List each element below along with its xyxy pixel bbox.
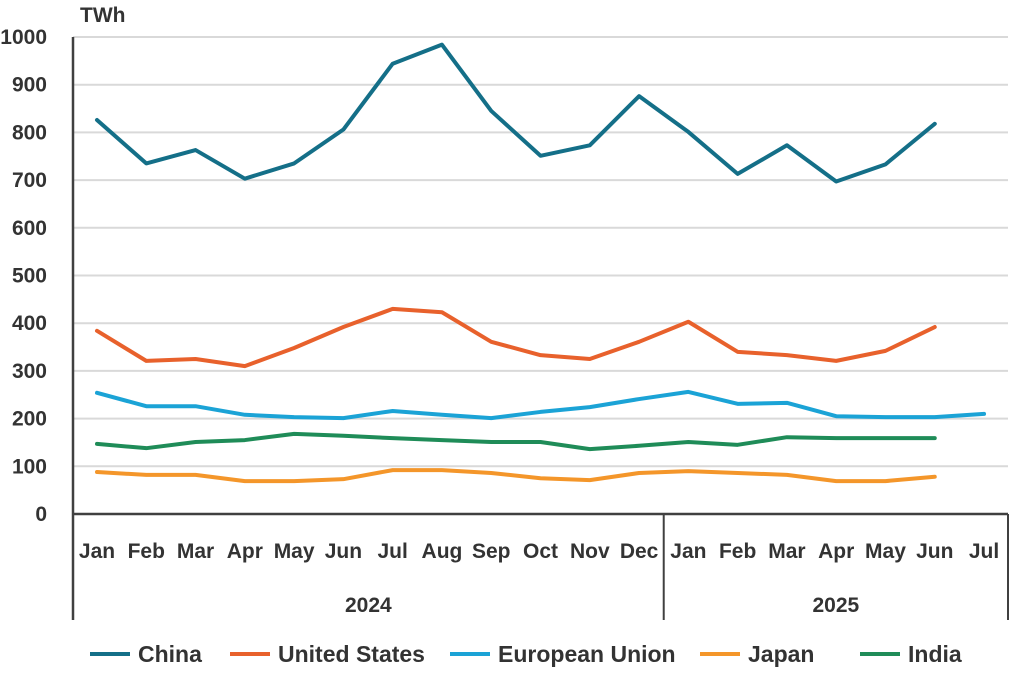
series-line-japan (97, 470, 935, 481)
x-tick-label: Apr (227, 540, 263, 563)
x-tick-label: Oct (523, 540, 558, 563)
legend-item: India (860, 641, 962, 667)
x-tick-label: Feb (719, 540, 756, 563)
legend-label: European Union (498, 641, 676, 667)
x-tick-label: Jun (325, 540, 362, 563)
x-tick-label: May (274, 540, 315, 563)
y-tick-label: 900 (12, 74, 47, 97)
y-tick-label: 700 (12, 169, 47, 192)
y-tick-label: 400 (12, 312, 47, 335)
legend-label: Japan (748, 641, 814, 667)
y-tick-label: 0 (35, 503, 47, 526)
legend-item: United States (230, 641, 425, 667)
x-tick-label: Nov (570, 540, 610, 563)
legend-item: China (90, 641, 202, 667)
y-tick-label: 500 (12, 265, 47, 288)
series-line-china (97, 45, 935, 182)
y-axis-label: TWh (80, 4, 125, 27)
x-tick-label: Apr (818, 540, 854, 563)
y-tick-label: 300 (12, 360, 47, 383)
x-group-label: 2025 (813, 594, 860, 617)
x-tick-label: Dec (620, 540, 659, 563)
x-tick-label: Jul (378, 540, 408, 563)
y-tick-label: 600 (12, 217, 47, 240)
x-tick-label: Sep (472, 540, 511, 563)
x-tick-label: Feb (128, 540, 165, 563)
x-tick-label: Jan (79, 540, 115, 563)
y-tick-label: 200 (12, 408, 47, 431)
x-tick-label: May (865, 540, 906, 563)
x-group-label: 2024 (345, 594, 392, 617)
legend-label: United States (278, 641, 425, 667)
x-tick-label: Jun (916, 540, 953, 563)
series-line-india (97, 434, 935, 449)
x-tick-label: Aug (422, 540, 463, 563)
x-tick-label: Jan (670, 540, 706, 563)
legend-item: Japan (700, 641, 814, 667)
y-tick-label: 1000 (0, 26, 47, 49)
series-line-european-union (97, 392, 984, 418)
x-tick-label: Mar (768, 540, 805, 563)
series-line-united-states (97, 309, 935, 366)
legend-item: European Union (450, 641, 676, 667)
y-tick-label: 100 (12, 455, 47, 478)
legend-label: China (138, 641, 202, 667)
y-tick-label: 800 (12, 121, 47, 144)
x-tick-label: Mar (177, 540, 214, 563)
legend-label: India (908, 641, 962, 667)
x-tick-label: Jul (969, 540, 999, 563)
